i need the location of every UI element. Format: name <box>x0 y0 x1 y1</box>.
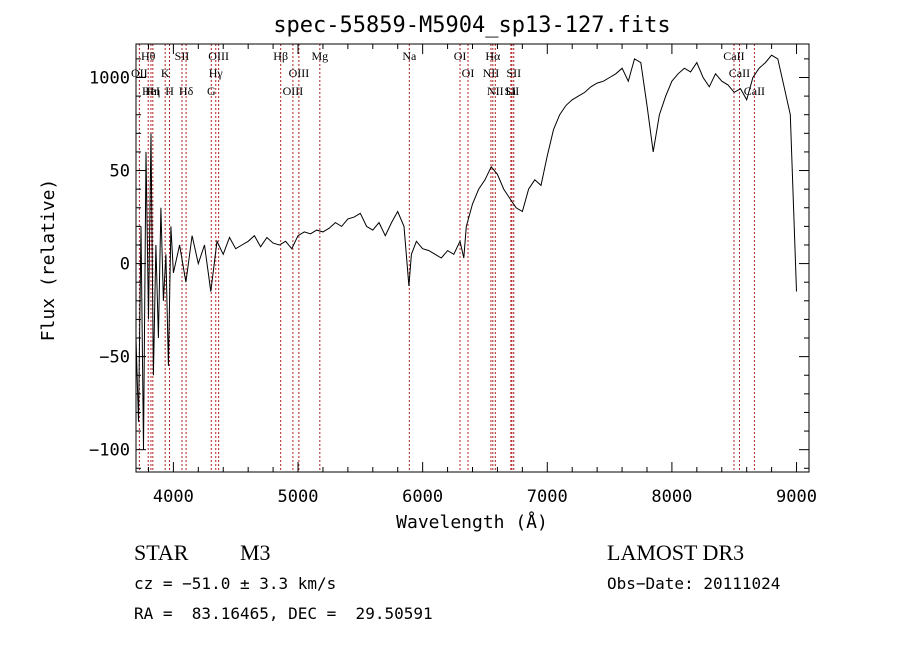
emission-line-markers <box>138 44 755 472</box>
emission-line-label: K <box>161 66 170 80</box>
object-class: STAR <box>134 540 189 565</box>
emission-line-label: OII <box>131 66 148 80</box>
y-tick-label: −100 <box>89 441 130 461</box>
emission-line-label: OIII <box>208 49 229 63</box>
emission-line-label: Mg <box>311 49 328 63</box>
y-tick-label: 0 <box>120 255 130 275</box>
redshift-info: cz = −51.0 ± 3.3 km/s <box>134 574 337 593</box>
spectrum-series-line <box>135 54 797 450</box>
x-tick-label: 9000 <box>776 487 817 507</box>
x-tick-label: 7000 <box>527 487 568 507</box>
emission-line-label: CaII <box>729 66 750 80</box>
emission-line-label: OI <box>454 49 467 63</box>
object-subclass: M3 <box>240 540 271 565</box>
x-axis-ticks: 4000 5000 6000 7000 8000 9000 <box>147 44 817 507</box>
emission-line-label: Hη <box>145 84 160 98</box>
emission-line-label: Hδ <box>179 84 194 98</box>
y-axis-ticks: −100 −50 0 50 1000 <box>89 58 809 469</box>
emission-line-label: Li <box>506 84 517 98</box>
x-axis-label: Wavelength (Å) <box>396 511 548 533</box>
emission-line-label: SII <box>506 66 521 80</box>
emission-line-label: Hθ <box>141 49 156 63</box>
emission-line-label: OIII <box>283 84 304 98</box>
emission-line-label: OIII <box>289 66 310 80</box>
y-tick-label: 50 <box>110 162 130 182</box>
emission-line-label: SII <box>505 84 520 98</box>
emission-line-label: Hβ <box>273 49 288 63</box>
emission-line-label: CaII <box>723 49 744 63</box>
y-axis-label: Flux (relative) <box>38 179 59 342</box>
x-tick-label: 5000 <box>278 487 319 507</box>
observation-date: Obs−Date: 20111024 <box>607 574 781 593</box>
y-tick-label: 1000 <box>89 68 130 88</box>
emission-line-label: Hα <box>485 49 501 63</box>
survey-name: LAMOST DR3 <box>607 540 745 565</box>
emission-line-label: H <box>165 84 174 98</box>
emission-line-label: SII <box>175 49 190 63</box>
emission-line-label: HeI <box>142 84 160 98</box>
y-tick-label: −50 <box>99 348 130 368</box>
plot-frame <box>135 43 810 473</box>
emission-line-label: Hγ <box>209 66 224 80</box>
emission-line-label: NII <box>487 84 504 98</box>
x-tick-label: 4000 <box>153 487 194 507</box>
emission-line-label: G <box>207 84 216 98</box>
coordinates: RA = 83.16465, DEC = 29.50591 <box>134 604 433 623</box>
x-tick-label: 6000 <box>402 487 443 507</box>
emission-line-label: Na <box>402 49 417 63</box>
emission-line-label: OI <box>462 66 475 80</box>
emission-line-label: CaII <box>744 84 765 98</box>
x-tick-label: 8000 <box>651 487 692 507</box>
emission-line-label: NII <box>483 66 500 80</box>
chart-title: spec-55859-M5904_sp13-127.fits <box>273 13 670 38</box>
